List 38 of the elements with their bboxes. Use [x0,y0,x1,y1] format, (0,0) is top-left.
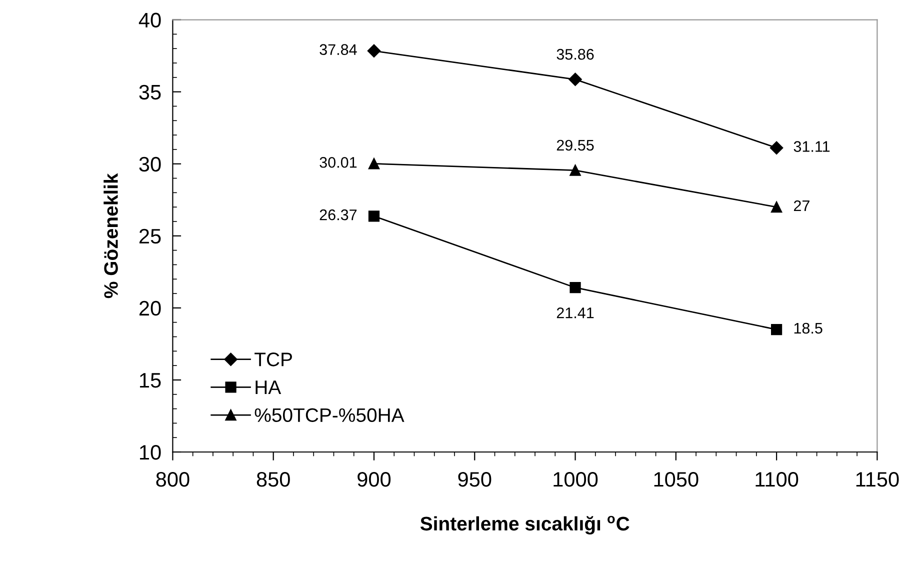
y-axis-title: % Gözeneklik [104,173,118,298]
data-label: 30.01 [320,156,357,168]
x-tick-label: 800 [156,472,190,487]
y-tick-label: 40 [138,12,161,28]
data-label: 29.55 [556,140,594,151]
data-label: 27 [794,200,810,212]
x-tick-label: 1100 [756,472,798,487]
y-tick-label: 10 [140,445,161,460]
point [770,141,784,154]
data-label: 26.37 [320,209,357,220]
x-tick-label: 1000 [554,472,598,487]
point [770,324,782,336]
legend-label: HA [256,380,282,394]
y-tick-label: 30 [139,156,161,172]
x-tick-label: 1050 [654,472,698,487]
y-tick-label: 20 [139,300,161,316]
x-tick-label: 1150 [856,472,899,487]
point [570,282,581,294]
data-label: 18.5 [794,322,822,334]
x-tick-label: 900 [358,472,391,487]
y-tick-label: 25 [139,228,161,244]
data-label: 37.84 [320,44,357,55]
point [368,210,380,222]
data-label: 35.86 [556,48,594,60]
point [568,72,582,86]
legend-label: TCP [254,352,292,366]
y-tick-label: 35 [139,84,161,100]
point [570,164,581,176]
y-tick-label: 15 [140,373,161,388]
x-tick-label: 850 [256,472,290,487]
data-label: 31.11 [794,141,830,152]
x-axis-title: Sinterleme sıcaklığı $^{o}$C [420,516,630,534]
point [367,44,381,58]
data-label: 21.41 [556,307,594,318]
point [368,158,380,170]
legend-label: %50TCP-%50HA [254,408,404,422]
point [770,202,782,213]
x-tick-label: 950 [458,472,492,487]
